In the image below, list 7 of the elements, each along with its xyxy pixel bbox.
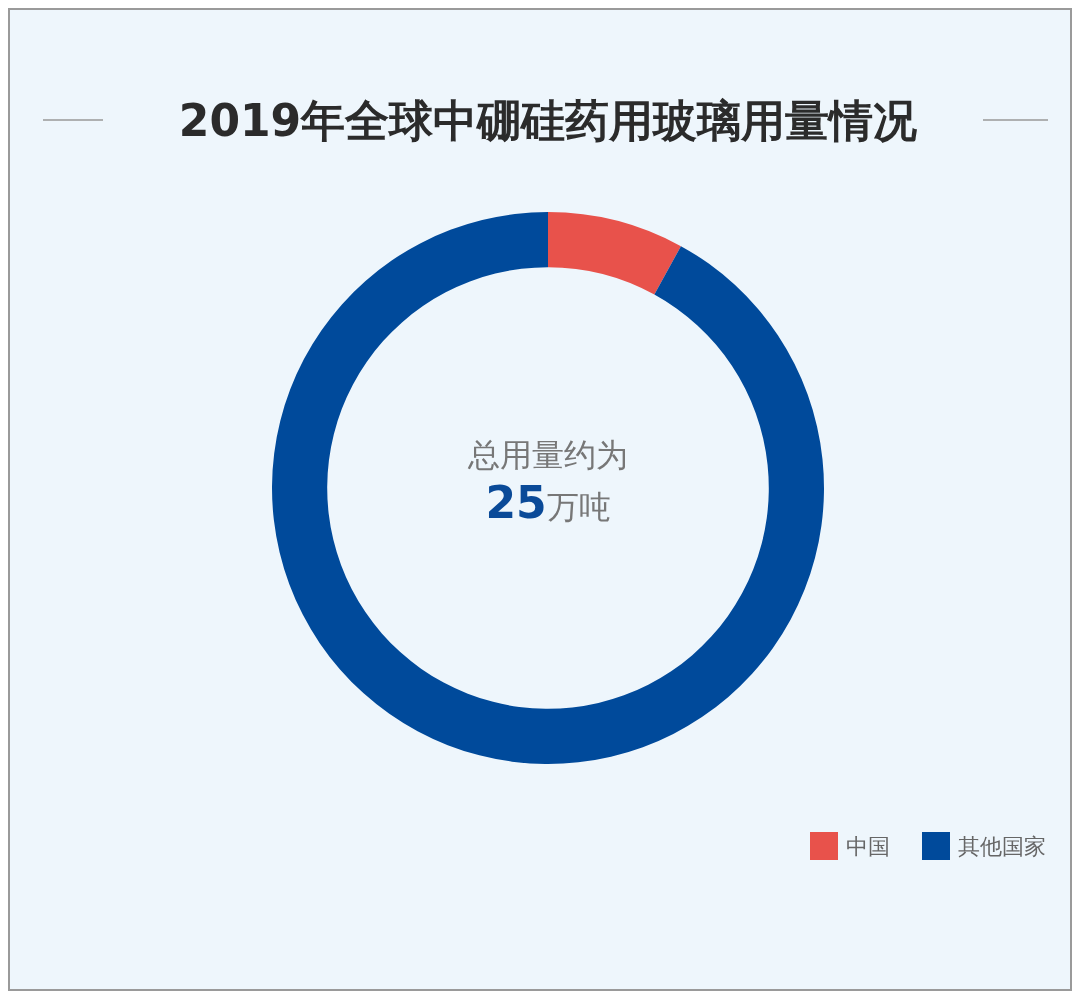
legend-label: 中国	[846, 834, 890, 859]
donut-slice	[272, 212, 824, 764]
chart-title: 2019年全球中硼硅药用玻璃用量情况	[178, 95, 918, 146]
donut-slice	[548, 212, 681, 295]
text: 总用量约为	[467, 436, 628, 474]
text: 25万吨	[485, 477, 611, 528]
legend-label: 其他国家	[958, 834, 1046, 859]
